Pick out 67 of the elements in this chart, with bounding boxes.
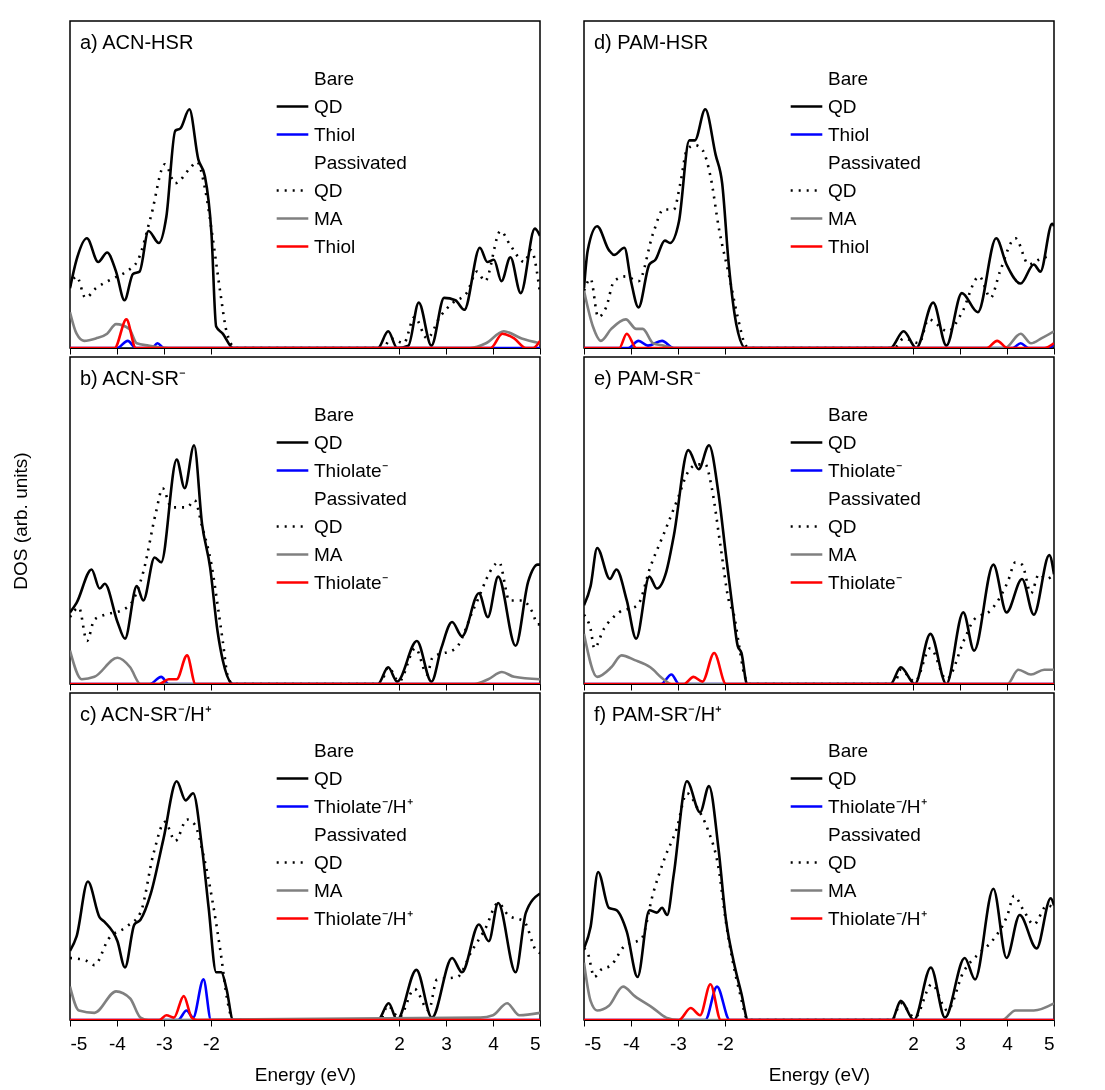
chart-title: e) PAM-SR⁻ — [594, 367, 701, 389]
legend-label: MA — [314, 207, 343, 229]
x-tick-label: 4 — [488, 1032, 500, 1054]
x-tick-label: -5 — [584, 1032, 602, 1054]
x-tick-label: 2 — [908, 1032, 919, 1054]
x-tick-label: 2 — [394, 1032, 405, 1054]
annotation: Passivated — [828, 487, 921, 509]
chart-title: f) PAM-SR⁻/H⁺ — [594, 703, 723, 725]
x-axis-title: Energy (eV) — [254, 1063, 357, 1085]
legend-label: Thiolate⁻/H⁺ — [828, 907, 927, 929]
legend-label: MA — [828, 543, 857, 565]
legend-label: QD — [828, 851, 857, 873]
legend-label: MA — [828, 207, 857, 229]
legend-label: Thiol — [828, 123, 870, 145]
legend-label: MA — [314, 879, 343, 901]
legend-label: QD — [314, 95, 343, 117]
text: Bare — [828, 739, 869, 761]
legend-label: QD — [314, 851, 343, 873]
x-axis-title: Energy (eV) — [768, 1063, 871, 1085]
x-tick-label: 3 — [955, 1032, 966, 1054]
text: Bare — [828, 67, 869, 89]
chart-title: c) ACN-SR⁻/H⁺ — [80, 703, 212, 725]
legend-label: QD — [828, 179, 857, 201]
legend-label: Thiolate⁻ — [314, 459, 388, 481]
annotation: Passivated — [314, 151, 407, 173]
x-tick-label: 5 — [529, 1032, 541, 1054]
legend-label: Thiolate⁻/H⁺ — [314, 795, 413, 817]
annotation: Passivated — [314, 487, 407, 509]
annotation: Passivated — [828, 151, 921, 173]
x-tick-label: 3 — [441, 1032, 452, 1054]
x-tick-label: -3 — [670, 1032, 687, 1054]
legend-label: Thiol — [314, 235, 356, 257]
legend-label: Thiol — [828, 235, 870, 257]
x-tick-label: -3 — [156, 1032, 173, 1054]
legend-label: QD — [828, 767, 857, 789]
text: Bare — [314, 403, 355, 425]
legend-label: QD — [314, 179, 343, 201]
chart-title: a) ACN-HSR — [80, 31, 194, 53]
legend-label: MA — [314, 543, 343, 565]
chart-title: b) ACN-SR⁻ — [80, 367, 186, 389]
text: Bare — [828, 403, 869, 425]
x-tick-label: -4 — [109, 1032, 127, 1054]
annotation: Passivated — [828, 823, 921, 845]
x-tick-label: 5 — [1043, 1032, 1055, 1054]
text: Bare — [314, 739, 355, 761]
annotation: Passivated — [314, 823, 407, 845]
x-tick-label: -2 — [203, 1032, 220, 1054]
legend-label: QD — [828, 515, 857, 537]
legend-label: Thiol — [314, 123, 356, 145]
legend-label: Thiolate⁻/H⁺ — [828, 795, 927, 817]
legend-label: QD — [828, 431, 857, 453]
legend-label: QD — [314, 515, 343, 537]
legend-label: QD — [828, 95, 857, 117]
legend-label: Thiolate⁻ — [314, 571, 388, 593]
legend-label: Thiolate⁻ — [828, 459, 902, 481]
y-axis-title: DOS (arb. units) — [9, 452, 31, 590]
x-tick-label: -4 — [623, 1032, 641, 1054]
x-tick-label: -5 — [70, 1032, 88, 1054]
x-tick-label: -2 — [717, 1032, 734, 1054]
legend-label: Thiolate⁻ — [828, 571, 902, 593]
text: Bare — [314, 67, 355, 89]
legend-label: Thiolate⁻/H⁺ — [314, 907, 413, 929]
legend-label: QD — [314, 767, 343, 789]
chart-title: d) PAM-HSR — [594, 31, 709, 53]
legend-label: MA — [828, 879, 857, 901]
x-tick-label: 4 — [1002, 1032, 1014, 1054]
legend-label: QD — [314, 431, 343, 453]
